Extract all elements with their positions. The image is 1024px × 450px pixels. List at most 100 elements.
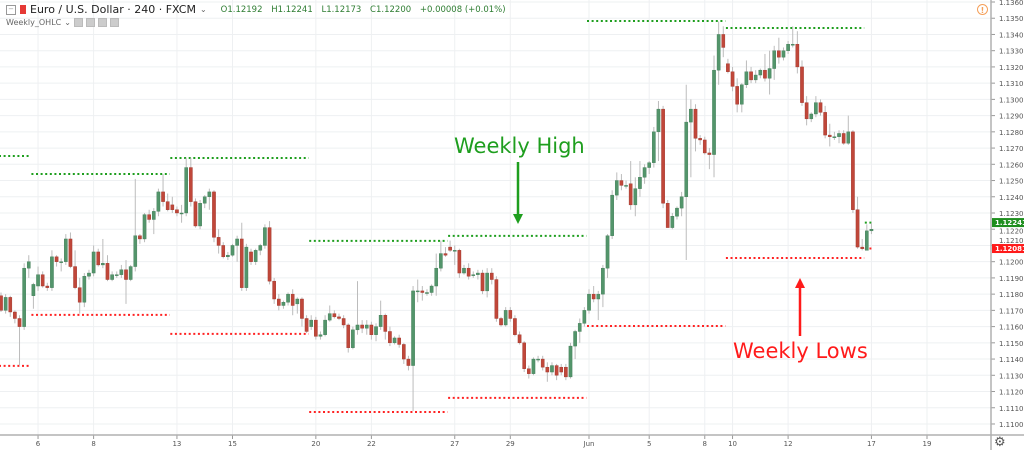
x-tick-label: 10 [728,440,737,448]
y-tick-label: 1.11400 [999,356,1024,364]
price-badge [992,244,1024,254]
x-tick-label: 5 [647,440,651,448]
y-tick-label: 1.13100 [999,80,1024,88]
candle-up [790,43,795,46]
warning-icon[interactable]: ! [977,4,988,15]
x-tick-label: 8 [703,440,707,448]
candle-down [239,238,244,288]
price-axis[interactable]: 1.11000 1.11100 1.11200 1.11300 1.11400 1.115… [990,0,1024,450]
x-tick-label: 17 [867,440,876,448]
candle-down [559,366,564,373]
candle-up [716,34,721,71]
candle-down [804,102,809,120]
y-tick-label: 1.12700 [999,145,1024,153]
candle-down [494,279,499,319]
y-tick-label: 1.11300 [999,372,1024,380]
x-tick-label: 15 [228,440,237,448]
y-tick-label: 1.11100 [999,405,1024,413]
candle-up [865,230,869,251]
candle-down [448,246,452,251]
candle-up [605,235,610,269]
candle-up [87,272,91,277]
collapse-icon[interactable]: − [6,4,16,15]
candle-up [573,331,577,347]
candle-down [619,180,624,186]
candle-down [827,134,832,137]
eye-icon[interactable] [73,18,83,27]
candle-down [267,227,272,282]
candle-down [216,237,221,246]
candle-down [13,311,17,319]
y-tick-label: 1.13400 [999,31,1024,39]
candle-down [161,191,165,202]
candle-down [721,34,726,48]
source-icon[interactable] [97,18,107,27]
candle-down [406,358,411,366]
y-tick-label: 1.12000 [999,259,1024,267]
candle-down [45,285,50,288]
candle-up [309,319,314,327]
candle-up [230,245,235,256]
y-tick-label: 1.11700 [999,307,1024,315]
candle-up [22,267,26,327]
candle-up [235,238,239,246]
y-tick-label: 1.12500 [999,178,1024,186]
candle-up [198,203,202,227]
grid [0,0,991,435]
candle-down [189,167,193,202]
weekly-lows-label: Weekly Lows [733,339,868,363]
indicator-name[interactable]: Weekly_OHLC [6,18,62,27]
candle-down [212,191,216,238]
y-tick-label: 1.11500 [999,340,1024,348]
candle-up [439,253,443,269]
x-tick-label: 6 [36,440,41,448]
x-tick-label: 8 [91,440,95,448]
candle-up [740,84,744,105]
x-tick-label: 22 [367,440,376,448]
settings-icon[interactable] [85,18,95,27]
time-axis[interactable]: 6 8 13 15 20 22 27 29 Jun 5 8 10 12 17 19 [0,434,1024,448]
candle-up [244,246,249,288]
open-value: O1.12192 [220,4,263,15]
candle-down [851,131,855,210]
candle-up [744,71,749,85]
candle-down [841,133,846,144]
candle-up [184,167,189,214]
y-tick-label: 1.12300 [999,210,1024,218]
candle-down [591,293,596,300]
y-tick-label: 1.12800 [999,129,1024,137]
y-tick-label: 1.12900 [999,113,1024,121]
symbol-title[interactable]: Euro / U.S. Dollar · 240 · FXCM [30,3,196,16]
remove-icon[interactable] [109,18,119,27]
candle-up [647,162,651,168]
chevron-down-icon[interactable]: ⌄ [64,18,71,27]
candle-up [624,185,628,187]
candle-down [341,318,346,326]
ohlc-values: O1.12192 H1.12241 L1.12173 C1.12200 +0.0… [221,5,512,15]
candle-down [420,290,425,293]
price-badge [992,218,1024,228]
candle-up [374,326,378,335]
candle-up [327,313,332,321]
candle-up [675,207,679,217]
candle-down [730,71,735,87]
candle-down [702,139,707,154]
candle-down [300,298,304,319]
chevron-down-icon[interactable]: ⌄ [199,5,207,14]
candle-down [290,293,295,306]
candle-up [846,131,851,144]
candle-up [758,69,763,76]
candle-up [869,229,874,232]
y-tick-label: 1.12600 [999,161,1024,169]
gear-icon[interactable]: ⚙ [994,435,1006,450]
candle-down [545,366,550,373]
candle-down [499,318,503,326]
candle-up [531,358,536,374]
candle-down [564,366,568,378]
candle-down [397,337,401,345]
candle-up [712,69,716,155]
x-tick-label: 27 [450,440,459,448]
candle-up [652,131,656,163]
candle-down [527,368,531,374]
